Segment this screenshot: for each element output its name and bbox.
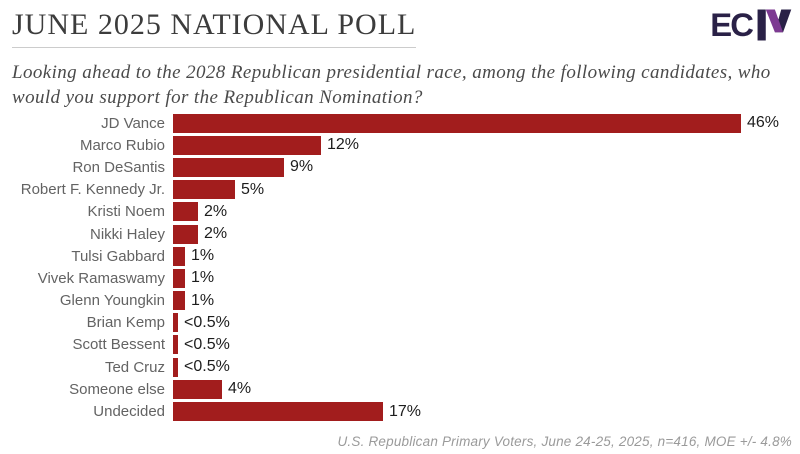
- bar-row: JD Vance 46%: [0, 112, 800, 134]
- bar-row: Undecided 17%: [0, 400, 800, 422]
- logo-p-left-arm: [765, 9, 784, 33]
- bar: [173, 246, 185, 266]
- logo-p-stem: [757, 9, 766, 41]
- value-label: 1%: [191, 269, 215, 287]
- bar-row: Brian Kemp <0.5%: [0, 312, 800, 334]
- category-label: Brian Kemp: [86, 314, 165, 332]
- category-label: Undecided: [93, 403, 165, 421]
- bar-row: Ted Cruz <0.5%: [0, 356, 800, 378]
- bar: [173, 135, 321, 155]
- category-label: Ron DeSantis: [72, 158, 165, 176]
- value-label: 9%: [290, 158, 314, 176]
- bar: [173, 268, 185, 288]
- value-label: 17%: [389, 402, 422, 420]
- category-label: Someone else: [69, 380, 165, 398]
- poll-question-line1: Looking ahead to the 2028 Republican pre…: [12, 62, 771, 83]
- bar-chart: JD Vance 46% Marco Rubio 12% Ron DeSantis 9% R…: [0, 112, 800, 423]
- source-note: U.S. Republican Primary Voters, June 24-…: [337, 434, 792, 449]
- bar: [173, 224, 198, 244]
- bar-row: Tulsi Gabbard 1%: [0, 245, 800, 267]
- category-label: JD Vance: [101, 114, 165, 132]
- bar: [173, 335, 178, 355]
- value-label: <0.5%: [184, 313, 230, 331]
- bar-row: Vivek Ramaswamy 1%: [0, 267, 800, 289]
- logo-letters: EC: [712, 7, 753, 43]
- value-label: 1%: [191, 291, 215, 309]
- page-title: JUNE 2025 NATIONAL POLL: [12, 8, 417, 41]
- bar: [173, 291, 185, 311]
- bar: [173, 379, 222, 399]
- value-label: 2%: [204, 225, 228, 243]
- value-label: 5%: [241, 180, 265, 198]
- poll-question: Looking ahead to the 2028 Republican pre…: [12, 60, 798, 110]
- category-label: Ted Cruz: [104, 358, 165, 376]
- value-label: 1%: [191, 247, 215, 265]
- bar: [173, 157, 284, 177]
- bar-row: Kristi Noem 2%: [0, 201, 800, 223]
- bar: [173, 357, 178, 377]
- category-label: Scott Bessent: [72, 336, 165, 354]
- bar: [173, 113, 741, 133]
- bar-row: Marco Rubio 12%: [0, 134, 800, 156]
- bar-row: Someone else 4%: [0, 378, 800, 400]
- bar: [173, 180, 235, 200]
- bar: [173, 202, 198, 222]
- poll-question-line2: would you support for the Republican Nom…: [12, 87, 423, 108]
- bar-row: Robert F. Kennedy Jr. 5%: [0, 179, 800, 201]
- value-label: <0.5%: [184, 335, 230, 353]
- bar: [173, 402, 383, 422]
- category-label: Kristi Noem: [87, 203, 165, 221]
- title-underline: JUNE 2025 NATIONAL POLL: [12, 8, 417, 48]
- value-label: 46%: [747, 114, 780, 132]
- bar-row: Ron DeSantis 9%: [0, 156, 800, 178]
- category-label: Marco Rubio: [79, 136, 165, 154]
- bar: [173, 313, 178, 333]
- category-label: Vivek Ramaswamy: [37, 269, 165, 287]
- bar-row: Scott Bessent <0.5%: [0, 334, 800, 356]
- bar-row: Glenn Youngkin 1%: [0, 290, 800, 312]
- category-label: Robert F. Kennedy Jr.: [20, 181, 165, 199]
- value-label: 4%: [228, 380, 252, 398]
- value-label: <0.5%: [184, 358, 230, 376]
- category-label: Tulsi Gabbard: [71, 247, 165, 265]
- category-label: Glenn Youngkin: [59, 292, 165, 310]
- value-label: 12%: [327, 136, 360, 154]
- ecp-logo: EC: [712, 7, 792, 43]
- value-label: 2%: [204, 202, 228, 220]
- bar-row: Nikki Haley 2%: [0, 223, 800, 245]
- category-label: Nikki Haley: [89, 225, 165, 243]
